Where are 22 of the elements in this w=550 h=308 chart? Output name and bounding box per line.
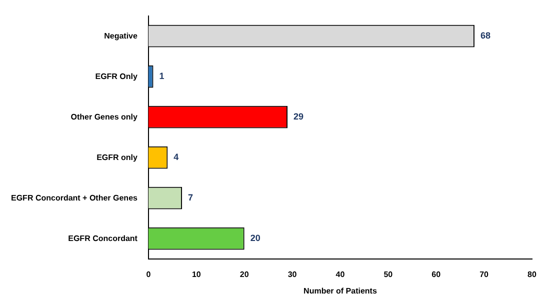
x-tick-label: 80	[528, 270, 537, 279]
y-tick-label: EGFR Concordant + Other Genes	[10, 193, 138, 202]
y-tick-label: Other Genes only	[70, 112, 138, 122]
data-label: 4	[174, 152, 179, 162]
y-tick-label: EGFR Concordant	[68, 234, 138, 243]
x-tick-label: 50	[384, 270, 394, 279]
x-tick-label: 70	[480, 270, 490, 279]
y-tick-label: EGFR only	[96, 152, 138, 162]
y-tick-label: EGFR Only	[95, 72, 138, 81]
data-label: 7	[188, 192, 194, 203]
x-tick-label: 0	[146, 270, 152, 279]
x-axis-title: Number of Patients	[304, 286, 378, 296]
x-tick-label: 30	[288, 270, 298, 279]
data-label: 1	[159, 71, 164, 82]
x-tick-label: 10	[192, 270, 202, 279]
x-tick-label: 60	[432, 270, 442, 279]
data-label: 20	[250, 233, 260, 244]
data-label: 29	[293, 112, 304, 122]
y-tick-label: Negative	[104, 31, 138, 40]
x-tick-label: 40	[336, 270, 346, 279]
data-label: 68	[480, 30, 490, 41]
x-tick-label: 20	[240, 270, 250, 279]
